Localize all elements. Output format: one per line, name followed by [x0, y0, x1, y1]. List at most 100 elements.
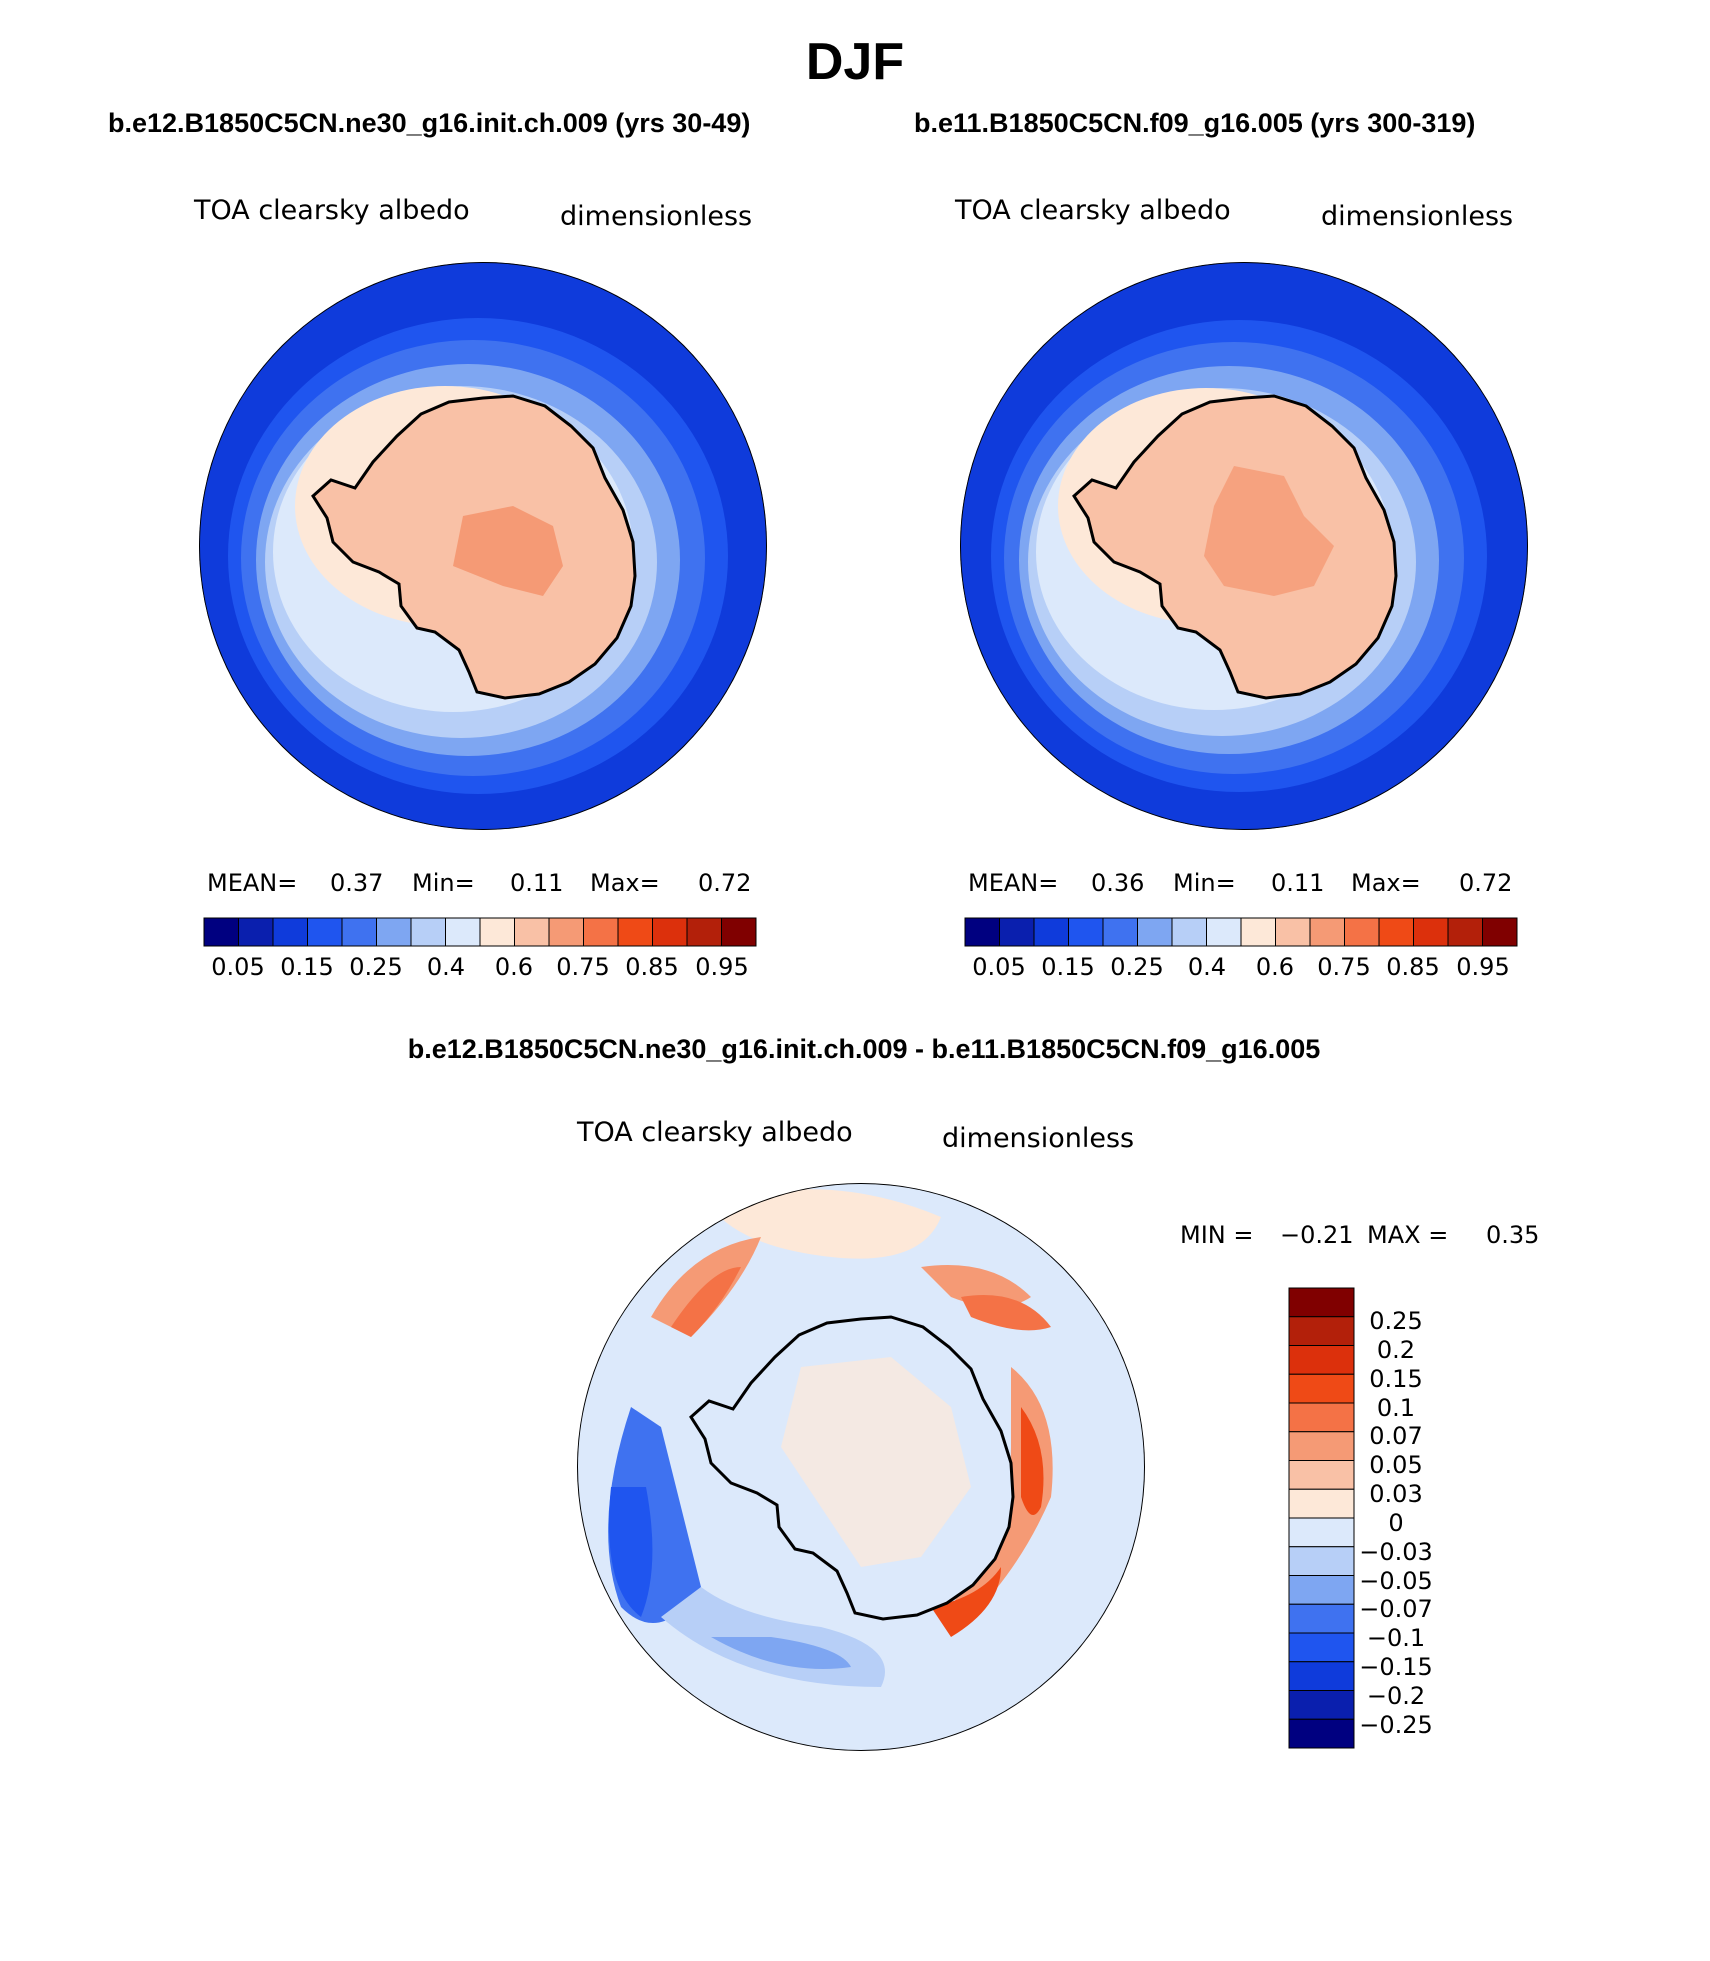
colorbar-swatch — [1288, 1632, 1355, 1663]
colorbar-swatch — [1288, 1460, 1355, 1490]
panel-left-max-value: 0.72 — [698, 869, 751, 897]
colorbar-tick-label: 0.05 — [211, 953, 264, 981]
colorbar-tick-label: 0.05 — [1369, 1451, 1422, 1479]
colorbar-tick-label: 0.4 — [1188, 953, 1226, 981]
difference-map — [577, 1183, 1145, 1751]
colorbar-tick-label: 0.6 — [495, 953, 533, 981]
colorbar-tick-label: 0.95 — [695, 953, 748, 981]
panel-left-mean-label: MEAN= — [207, 869, 297, 897]
colorbar-swatch — [1288, 1373, 1355, 1404]
panel-left-colorbar — [203, 917, 757, 947]
colorbar-tick-label: 0.25 — [349, 953, 402, 981]
colorbar-swatch — [1288, 1287, 1355, 1318]
colorbar-tick-label: −0.2 — [1367, 1682, 1425, 1710]
colorbar-swatch — [1033, 917, 1069, 947]
colorbar-swatch — [1288, 1603, 1355, 1634]
colorbar-swatch — [686, 917, 722, 947]
panel-right-case-title: b.e11.B1850C5CN.f09_g16.005 (yrs 300-319… — [914, 108, 1475, 138]
colorbar-tick-label: 0.15 — [1369, 1365, 1422, 1393]
panel-left-min-value: 0.11 — [510, 869, 563, 897]
panel-right-min-label: Min= — [1173, 869, 1236, 897]
panel-left-map — [199, 262, 767, 830]
colorbar-swatch — [203, 917, 239, 947]
colorbar-swatch — [1206, 917, 1242, 947]
colorbar-swatch — [307, 917, 343, 947]
colorbar-swatch — [1102, 917, 1138, 947]
colorbar-swatch — [514, 917, 550, 947]
colorbar-swatch — [272, 917, 308, 947]
colorbar-tick-label: 0.05 — [972, 953, 1025, 981]
colorbar-swatch — [1288, 1345, 1355, 1375]
colorbar-tick-label: −0.03 — [1359, 1538, 1433, 1566]
panel-left-units-label: dimensionless — [560, 201, 752, 232]
colorbar-swatch — [1309, 917, 1345, 947]
colorbar-swatch — [1288, 1718, 1355, 1749]
panel-right-max-label: Max= — [1351, 869, 1421, 897]
colorbar-swatch — [1288, 1316, 1355, 1346]
colorbar-swatch — [1288, 1431, 1355, 1461]
difference-variable-label: TOA clearsky albedo — [576, 1117, 853, 1148]
panel-right-colorbar-labels: 0.05 0.15 0.25 0.4 0.6 0.75 0.85 0.95 — [972, 953, 1509, 981]
panel-right: b.e11.B1850C5CN.f09_g16.005 (yrs 300-319… — [914, 108, 1528, 981]
panel-right-mean-label: MEAN= — [968, 869, 1058, 897]
panel-right-colorbar — [964, 917, 1518, 947]
panel-left-variable-label: TOA clearsky albedo — [193, 195, 470, 226]
colorbar-swatch — [721, 917, 757, 947]
figure-title: DJF — [806, 33, 904, 91]
difference-min-value: −0.21 — [1280, 1221, 1354, 1249]
colorbar-swatch — [1378, 917, 1414, 947]
colorbar-tick-label: 0.07 — [1369, 1422, 1422, 1450]
colorbar-tick-label: 0 — [1388, 1509, 1403, 1537]
colorbar-swatch — [1482, 917, 1518, 947]
colorbar-swatch — [548, 917, 584, 947]
panel-right-variable-label: TOA clearsky albedo — [954, 195, 1231, 226]
colorbar-tick-label: 0.75 — [1317, 953, 1370, 981]
colorbar-swatch — [1288, 1488, 1355, 1519]
colorbar-tick-label: 0.15 — [280, 953, 333, 981]
panel-left-mean-value: 0.37 — [330, 869, 383, 897]
colorbar-swatch — [1288, 1546, 1355, 1576]
colorbar-tick-label: −0.1 — [1367, 1624, 1425, 1652]
panel-left: b.e12.B1850C5CN.ne30_g16.init.ch.009 (yr… — [108, 108, 767, 981]
colorbar-swatch — [1413, 917, 1449, 947]
colorbar-tick-label: 0.25 — [1110, 953, 1163, 981]
difference-units-label: dimensionless — [942, 1123, 1134, 1154]
difference-colorbar-labels: 0.25 0.2 0.15 0.1 0.07 0.05 0.03 0 −0.03… — [1359, 1307, 1433, 1739]
panel-left-max-label: Max= — [590, 869, 660, 897]
colorbar-swatch — [1288, 1402, 1355, 1433]
difference-max-label: MAX = — [1367, 1221, 1448, 1249]
colorbar-swatch — [445, 917, 481, 947]
colorbar-swatch — [479, 917, 515, 947]
panel-right-mean-value: 0.36 — [1091, 869, 1144, 897]
panel-right-map — [960, 262, 1528, 830]
colorbar-tick-label: 0.6 — [1256, 953, 1294, 981]
colorbar-swatch — [1288, 1517, 1355, 1548]
panel-left-colorbar-labels: 0.05 0.15 0.25 0.4 0.6 0.75 0.85 0.95 — [211, 953, 748, 981]
colorbar-tick-label: 0.85 — [1386, 953, 1439, 981]
panel-left-min-label: Min= — [412, 869, 475, 897]
colorbar-tick-label: 0.2 — [1377, 1336, 1415, 1364]
colorbar-swatch — [1288, 1661, 1355, 1691]
panel-difference: b.e12.B1850C5CN.ne30_g16.init.ch.009 - b… — [408, 1034, 1539, 1751]
colorbar-swatch — [964, 917, 1000, 947]
colorbar-tick-label: 0.85 — [625, 953, 678, 981]
colorbar-tick-label: 0.25 — [1369, 1307, 1422, 1335]
panel-right-units-label: dimensionless — [1321, 201, 1513, 232]
colorbar-tick-label: −0.25 — [1359, 1711, 1433, 1739]
colorbar-swatch — [1240, 917, 1276, 947]
colorbar-swatch — [617, 917, 653, 947]
colorbar-swatch — [1275, 917, 1311, 947]
colorbar-tick-label: 0.15 — [1041, 953, 1094, 981]
panel-left-case-title: b.e12.B1850C5CN.ne30_g16.init.ch.009 (yr… — [108, 108, 750, 138]
colorbar-tick-label: −0.15 — [1359, 1653, 1433, 1681]
colorbar-tick-label: 0.03 — [1369, 1480, 1422, 1508]
colorbar-swatch — [1171, 917, 1207, 947]
colorbar-swatch — [999, 917, 1035, 947]
colorbar-tick-label: 0.75 — [556, 953, 609, 981]
colorbar-swatch — [1137, 917, 1173, 947]
colorbar-swatch — [1288, 1690, 1355, 1720]
panel-right-max-value: 0.72 — [1459, 869, 1512, 897]
difference-colorbar — [1288, 1287, 1355, 1749]
colorbar-swatch — [238, 917, 274, 947]
